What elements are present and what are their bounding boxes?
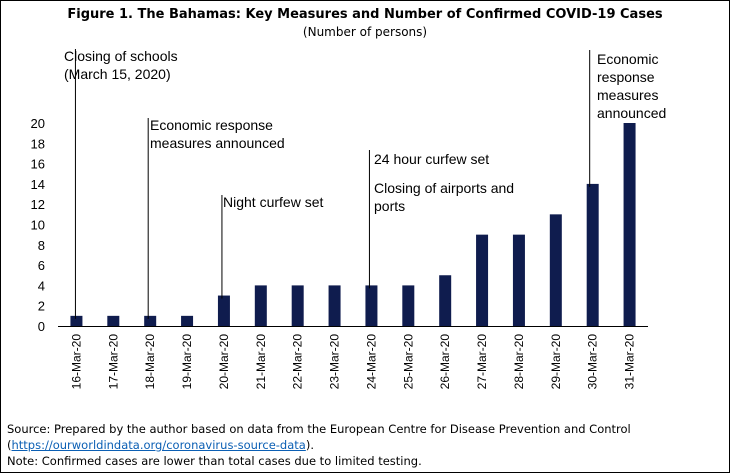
bar-22-Mar-20 [291, 285, 304, 326]
bar-21-Mar-20 [254, 285, 267, 326]
source-note: Source: Prepared by the author based on … [7, 422, 631, 436]
annotation-label: Night curfew set [223, 194, 323, 210]
chart-title: Figure 1. The Bahamas: Key Measures and … [67, 7, 663, 22]
y-tick-label: 20 [31, 116, 45, 131]
bar-chart: 0 2 4 6 8 10 12 14 16 18 20 16-Mar-20 17-Mar-20 18-Ma… [31, 48, 667, 390]
y-tick-label: 4 [38, 278, 45, 293]
annotation-label: Economic response measures announced [597, 51, 666, 121]
x-tick-label: 19-Mar-20 [180, 334, 194, 390]
bar-25-Mar-20 [402, 285, 415, 326]
bar-16-Mar-20 [70, 315, 83, 326]
bar-23-Mar-20 [328, 285, 341, 326]
y-tick-label: 8 [38, 238, 45, 253]
x-tick-label: 30-Mar-20 [586, 334, 600, 390]
bar-30-Mar-20 [586, 183, 599, 326]
annotation-line-text: response [597, 69, 655, 85]
x-tick-label: 29-Mar-20 [549, 334, 563, 390]
y-tick-label: 18 [31, 136, 45, 151]
x-tick-label: 25-Mar-20 [401, 334, 415, 390]
chart-footer: Source: Prepared by the author based on … [7, 421, 723, 469]
link-close-paren: ). [305, 438, 314, 452]
source-link[interactable]: https://ourworldindata.org/coronavirus-s… [11, 438, 306, 452]
annotation-line-text: (March 15, 2020) [64, 66, 171, 82]
y-tick-label: 10 [31, 218, 45, 233]
y-tick-label: 2 [38, 299, 45, 314]
testing-note: Note: Confirmed cases are lower than tot… [7, 454, 422, 468]
annotation-line-text: Closing of airports and [374, 180, 514, 196]
x-tick-label: 17-Mar-20 [106, 334, 120, 390]
annotation-label: Economic response measures announced [150, 117, 285, 151]
bar-24-Mar-20 [365, 285, 378, 326]
annotation-line-text: measures announced [150, 135, 285, 151]
chart-subtitle: (Number of persons) [302, 25, 428, 39]
bar-29-Mar-20 [549, 214, 562, 326]
x-tick-label: 23-Mar-20 [328, 334, 342, 390]
annotation-line-text: ports [374, 198, 405, 214]
annotation-label: Closing of schools (March 15, 2020) [64, 48, 178, 82]
y-tick-label: 0 [38, 319, 45, 334]
link-open-paren: ( [7, 438, 12, 452]
annotation-line-text: Economic [597, 51, 658, 67]
bar-26-Mar-20 [439, 275, 452, 326]
bar-20-Mar-20 [217, 295, 230, 326]
bar-28-Mar-20 [512, 234, 525, 326]
annotation-line-text: measures [597, 87, 658, 103]
x-tick-label: 18-Mar-20 [143, 334, 157, 390]
bar-31-Mar-20 [623, 123, 636, 326]
x-tick-label: 16-Mar-20 [69, 334, 83, 390]
x-tick-label: 24-Mar-20 [364, 334, 378, 390]
y-tick-label: 12 [31, 197, 45, 212]
source-link-line: (https://ourworldindata.org/coronavirus-… [7, 437, 723, 453]
x-tick-label: 22-Mar-20 [291, 334, 305, 390]
x-tick-label: 21-Mar-20 [254, 334, 268, 390]
bar-19-Mar-20 [181, 315, 194, 326]
annotation-label: 24 hour curfew set Closing of airports an… [374, 151, 514, 214]
annotation-line-text: Economic response [150, 117, 273, 133]
x-tick-label: 31-Mar-20 [623, 334, 637, 390]
annotation-line-text: Closing of schools [64, 48, 178, 64]
annotation-line-text: 24 hour curfew set [374, 151, 489, 167]
annotation-line-text: announced [597, 105, 666, 121]
x-tick-label: 20-Mar-20 [217, 334, 231, 390]
y-tick-label: 6 [38, 258, 45, 273]
bar-27-Mar-20 [476, 234, 489, 326]
bar-18-Mar-20 [144, 315, 157, 326]
annotation-line-text: Night curfew set [223, 194, 323, 210]
y-tick-label: 16 [31, 157, 45, 172]
x-tick-label: 26-Mar-20 [438, 334, 452, 390]
y-tick-label: 14 [31, 177, 45, 192]
bar-17-Mar-20 [107, 315, 120, 326]
x-tick-label: 28-Mar-20 [512, 334, 526, 390]
x-tick-label: 27-Mar-20 [475, 334, 489, 390]
